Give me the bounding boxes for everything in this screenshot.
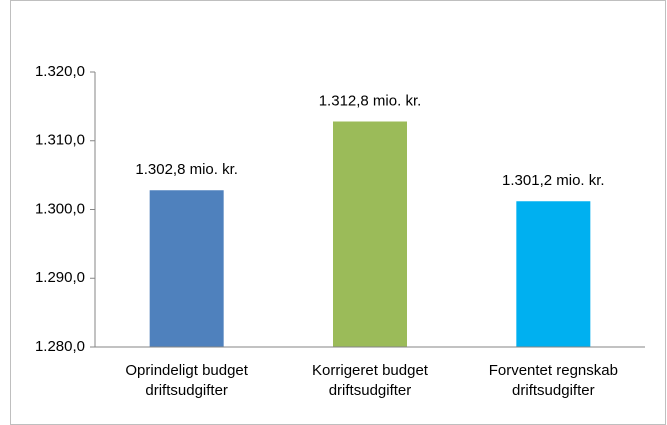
bar: [149, 190, 224, 347]
value-label: 1.302,8 mio. kr.: [135, 161, 238, 178]
x-tick-label: Korrigeret budget driftsudgifter: [312, 362, 428, 399]
y-tick-label: 1.300,0: [35, 200, 85, 217]
y-tick-label: 1.290,0: [35, 269, 85, 286]
x-tick-label: Forventet regnskab driftsudgifter: [488, 362, 618, 399]
bar: [516, 201, 591, 347]
y-tick-label: 1.320,0: [35, 63, 85, 80]
bar: [333, 121, 407, 347]
x-tick-label: Oprindeligt budget driftsudgifter: [125, 362, 248, 399]
y-tick-label: 1.310,0: [35, 132, 85, 149]
value-label: 1.312,8 mio. kr.: [319, 92, 422, 109]
y-tick-label: 1.280,0: [35, 338, 85, 355]
value-label: 1.301,2 mio. kr.: [502, 172, 605, 189]
